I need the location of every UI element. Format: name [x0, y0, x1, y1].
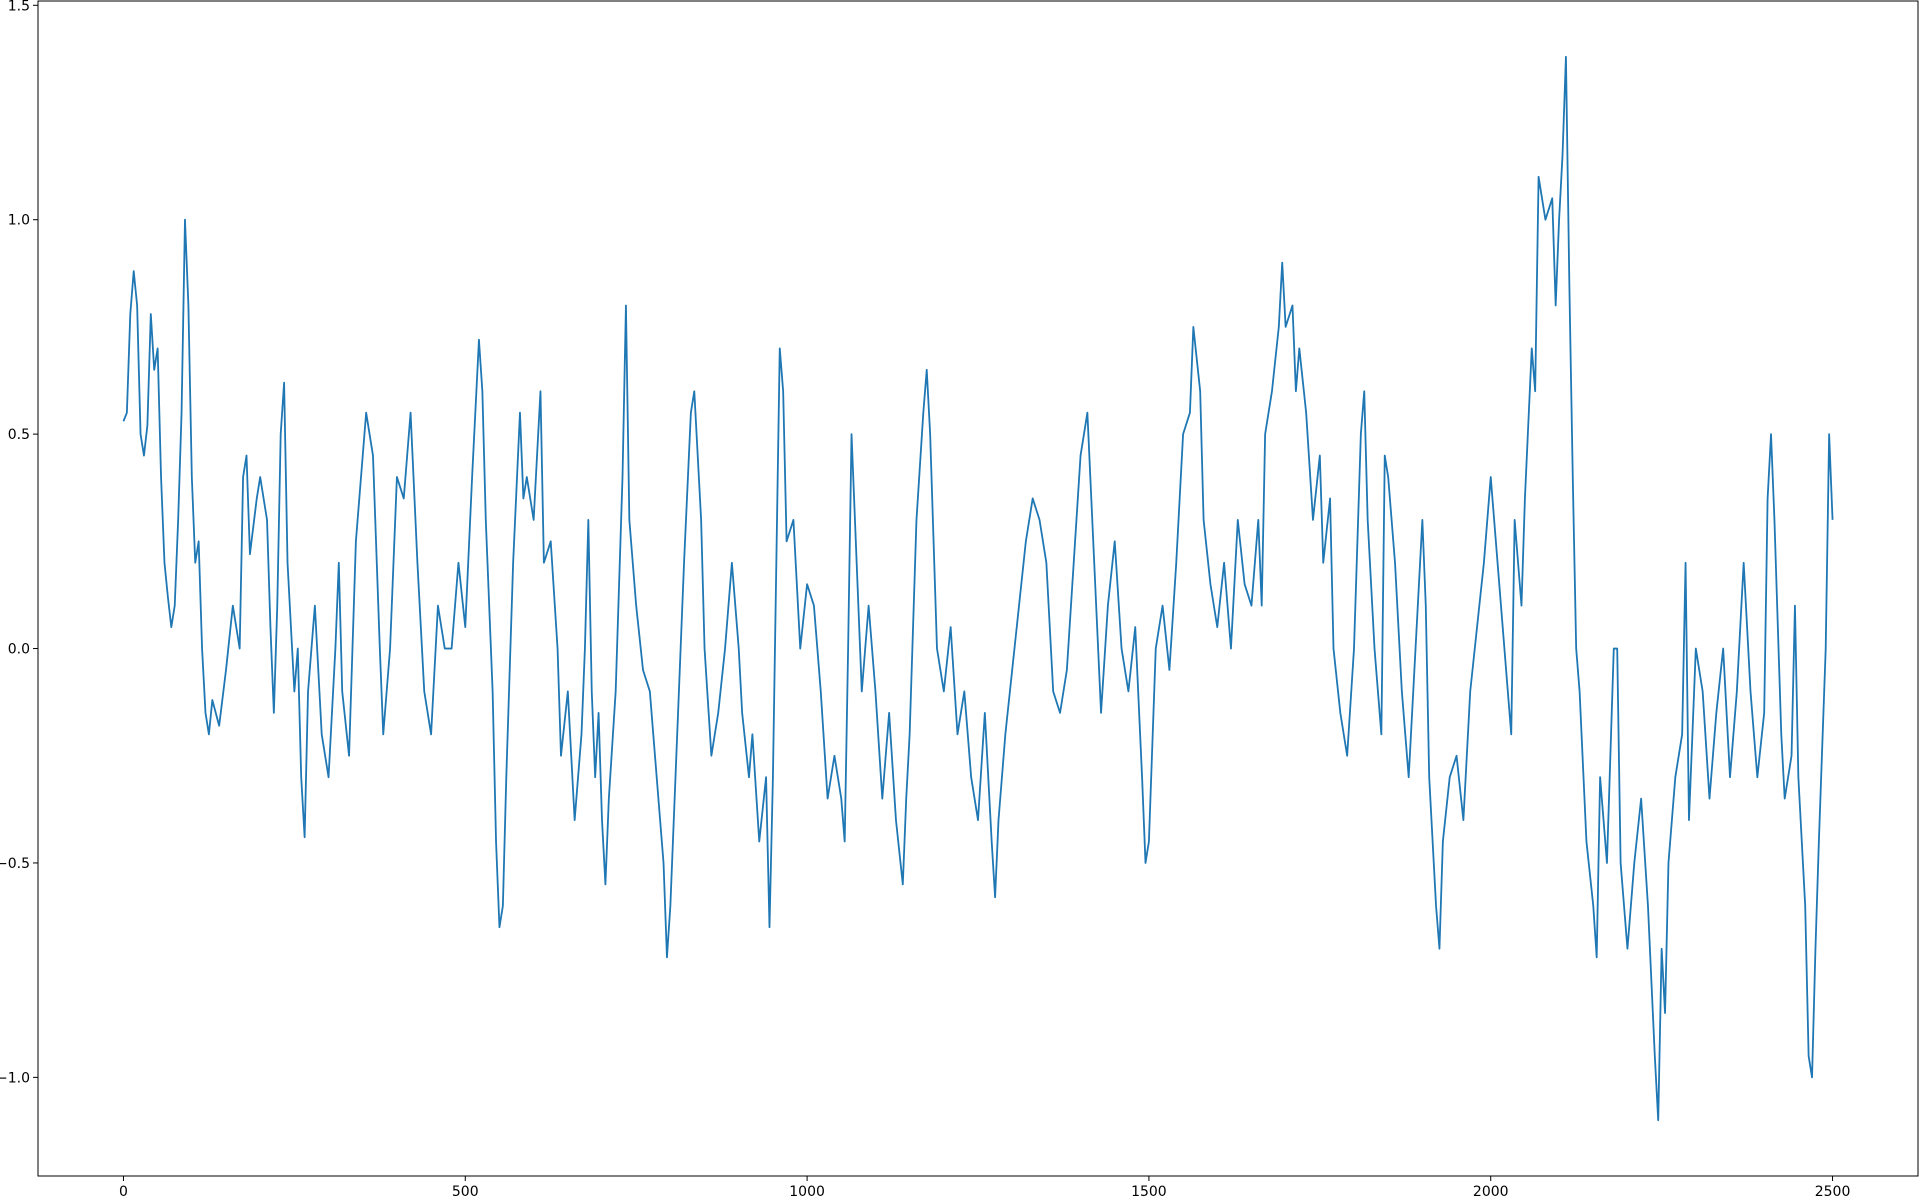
y-tick-label: −0.5 [0, 856, 30, 872]
y-tick-label: 1.0 [8, 213, 30, 229]
x-tick-label: 500 [452, 1184, 479, 1200]
line-series [122, 55, 1834, 1122]
x-tick-label: 1000 [789, 1184, 825, 1200]
x-tick-label: 0 [119, 1184, 128, 1200]
y-tick-label: 0.0 [8, 642, 30, 658]
x-tick-label: 1500 [1131, 1184, 1167, 1200]
x-tick-label: 2500 [1815, 1184, 1851, 1200]
axes-frame [37, 0, 1919, 1177]
y-tick-label: 1.5 [8, 0, 30, 14]
x-tick-label: 2000 [1473, 1184, 1509, 1200]
y-tick-label: −1.0 [0, 1070, 30, 1086]
y-tick-label: 0.5 [8, 427, 30, 443]
